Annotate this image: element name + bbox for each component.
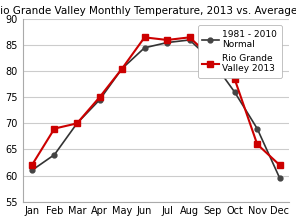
Rio Grande
Valley 2013	[278, 164, 281, 166]
1981 - 2010
Normal	[30, 169, 34, 172]
1981 - 2010
Normal	[98, 99, 101, 101]
Title: Rio Grande Valley Monthly Temperature, 2013 vs. Average (°F): Rio Grande Valley Monthly Temperature, 2…	[0, 6, 296, 16]
Rio Grande
Valley 2013	[98, 96, 101, 99]
Rio Grande
Valley 2013	[120, 67, 124, 70]
Rio Grande
Valley 2013	[165, 39, 169, 41]
1981 - 2010
Normal	[210, 59, 214, 62]
1981 - 2010
Normal	[143, 46, 146, 49]
Rio Grande
Valley 2013	[30, 164, 34, 166]
Legend: 1981 - 2010
Normal, Rio Grande
Valley 2013: 1981 - 2010 Normal, Rio Grande Valley 20…	[198, 26, 281, 78]
1981 - 2010
Normal	[233, 91, 237, 93]
1981 - 2010
Normal	[120, 67, 124, 70]
Rio Grande
Valley 2013	[143, 36, 146, 39]
Rio Grande
Valley 2013	[210, 57, 214, 59]
1981 - 2010
Normal	[255, 127, 259, 130]
Rio Grande
Valley 2013	[233, 78, 237, 80]
Rio Grande
Valley 2013	[75, 122, 79, 125]
1981 - 2010
Normal	[75, 122, 79, 125]
1981 - 2010
Normal	[278, 177, 281, 179]
1981 - 2010
Normal	[53, 153, 56, 156]
Line: Rio Grande
Valley 2013: Rio Grande Valley 2013	[29, 35, 282, 168]
1981 - 2010
Normal	[188, 39, 192, 41]
Rio Grande
Valley 2013	[255, 143, 259, 146]
Rio Grande
Valley 2013	[188, 36, 192, 39]
Rio Grande
Valley 2013	[53, 127, 56, 130]
Line: 1981 - 2010
Normal: 1981 - 2010 Normal	[30, 38, 282, 180]
1981 - 2010
Normal	[165, 41, 169, 44]
